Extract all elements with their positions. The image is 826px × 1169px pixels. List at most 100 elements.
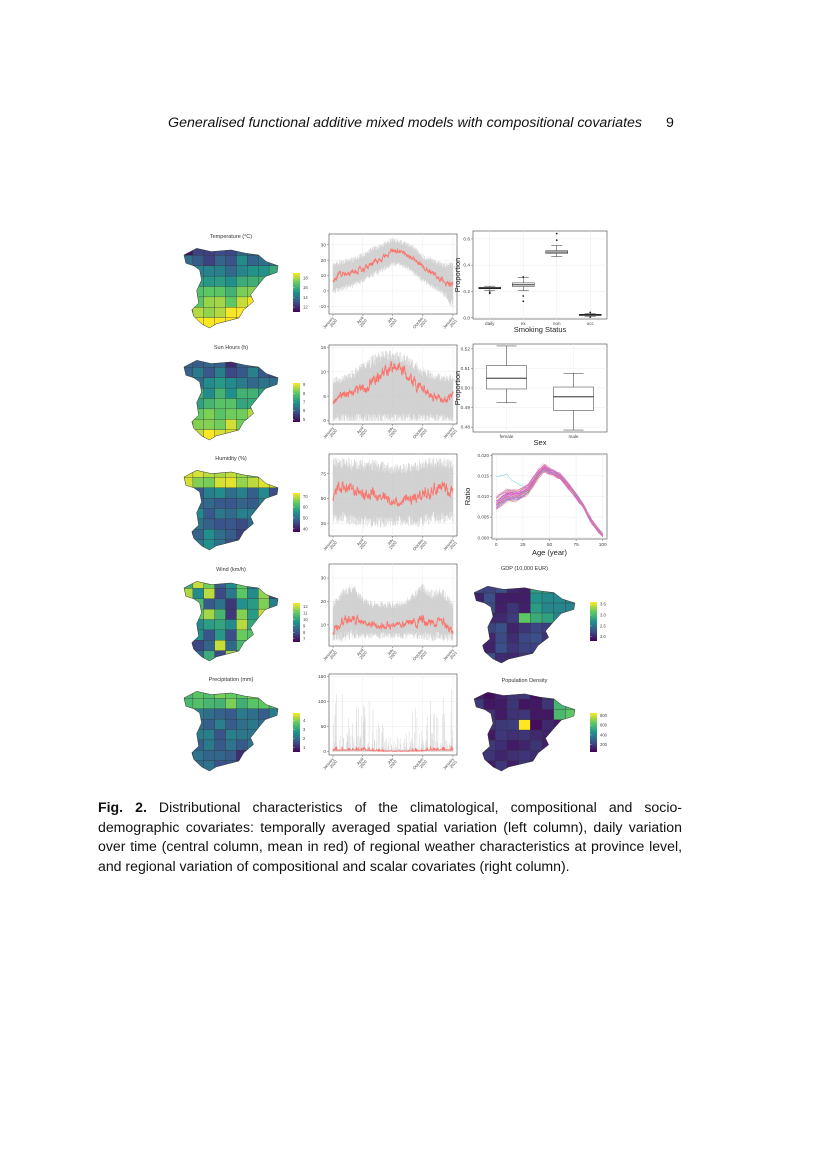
colorbar bbox=[293, 493, 300, 532]
province bbox=[192, 650, 205, 661]
province bbox=[192, 718, 205, 730]
province bbox=[183, 419, 194, 431]
province bbox=[225, 367, 237, 379]
province bbox=[183, 307, 194, 319]
province bbox=[203, 718, 216, 730]
figure-caption: Fig. 2. Distributional characteristics o… bbox=[98, 798, 682, 876]
province bbox=[518, 719, 531, 731]
province bbox=[268, 640, 279, 652]
province bbox=[553, 709, 566, 721]
province bbox=[247, 429, 259, 440]
province bbox=[225, 408, 237, 420]
x-tick-label: 100 bbox=[599, 542, 607, 548]
province bbox=[183, 367, 194, 379]
province bbox=[225, 286, 237, 298]
province bbox=[518, 740, 531, 751]
province bbox=[541, 709, 555, 721]
x-tick-label: female bbox=[500, 434, 514, 439]
province bbox=[236, 518, 248, 530]
province bbox=[192, 248, 205, 256]
province bbox=[225, 255, 237, 267]
x-tick-month: April bbox=[356, 315, 365, 324]
map-title: GDP (10,000 EUR) bbox=[501, 566, 548, 572]
province bbox=[203, 255, 216, 267]
x-tick-label: April2020 bbox=[355, 756, 368, 769]
province bbox=[203, 419, 216, 431]
province bbox=[236, 760, 248, 771]
province bbox=[483, 760, 496, 771]
colorbar-tick-label: 2.0 bbox=[600, 634, 606, 639]
x-tick-year: 2021 bbox=[448, 428, 458, 439]
y-tick-label: 0 bbox=[323, 749, 326, 755]
province bbox=[268, 650, 279, 661]
map-border bbox=[183, 360, 279, 441]
province bbox=[553, 586, 566, 594]
province bbox=[518, 699, 531, 710]
province bbox=[258, 497, 270, 509]
province bbox=[483, 750, 496, 762]
province bbox=[225, 377, 237, 389]
province bbox=[495, 632, 508, 644]
province bbox=[506, 699, 520, 710]
province bbox=[483, 612, 496, 624]
page-number: 9 bbox=[666, 115, 674, 131]
province bbox=[553, 719, 566, 731]
y-axis-label: Proportion bbox=[453, 258, 462, 293]
province bbox=[258, 529, 270, 541]
province bbox=[247, 750, 259, 762]
province bbox=[192, 470, 205, 478]
province bbox=[236, 487, 248, 499]
x-tick-year: 2020 bbox=[418, 428, 428, 439]
x-tick-year: 2020 bbox=[388, 759, 398, 770]
province bbox=[192, 581, 205, 589]
province bbox=[192, 360, 205, 368]
province bbox=[236, 698, 248, 710]
province bbox=[183, 470, 194, 478]
province bbox=[474, 760, 485, 771]
province bbox=[203, 729, 216, 741]
province bbox=[225, 419, 237, 431]
province bbox=[225, 497, 237, 509]
province bbox=[236, 588, 248, 600]
province bbox=[530, 760, 543, 771]
province bbox=[268, 296, 279, 308]
province bbox=[258, 255, 270, 267]
province bbox=[495, 729, 508, 741]
y-tick-label: 0.020 bbox=[478, 453, 490, 458]
province bbox=[203, 588, 216, 600]
province bbox=[236, 317, 248, 328]
x-tick-label: April2020 bbox=[355, 647, 368, 660]
province bbox=[203, 286, 216, 298]
province bbox=[214, 698, 227, 710]
colorbar-tick-label: 3 bbox=[303, 727, 306, 732]
y-tick-label: -10 bbox=[319, 304, 326, 310]
province bbox=[268, 581, 279, 589]
province bbox=[258, 508, 270, 520]
province bbox=[258, 698, 270, 710]
province bbox=[214, 387, 227, 399]
colorbar-tick-label: 1 bbox=[303, 745, 306, 750]
province bbox=[541, 719, 555, 731]
y-tick-label: 10 bbox=[321, 369, 327, 375]
province bbox=[518, 642, 531, 654]
colorbar-tick-label: 7 bbox=[303, 400, 306, 405]
x-tick-label: January2020 bbox=[322, 756, 339, 773]
province bbox=[214, 398, 227, 410]
province bbox=[483, 692, 496, 700]
province bbox=[192, 429, 205, 440]
colorbar-tick-label: 7 bbox=[303, 636, 306, 641]
map-border bbox=[183, 470, 279, 551]
province bbox=[483, 602, 496, 614]
province bbox=[506, 729, 520, 741]
province bbox=[214, 307, 227, 319]
province bbox=[203, 497, 216, 509]
outlier-point bbox=[522, 295, 525, 297]
province bbox=[495, 592, 508, 604]
province bbox=[203, 708, 216, 720]
province bbox=[236, 429, 248, 440]
x-tick-year: 2020 bbox=[328, 650, 338, 661]
outlier-point bbox=[522, 300, 525, 303]
